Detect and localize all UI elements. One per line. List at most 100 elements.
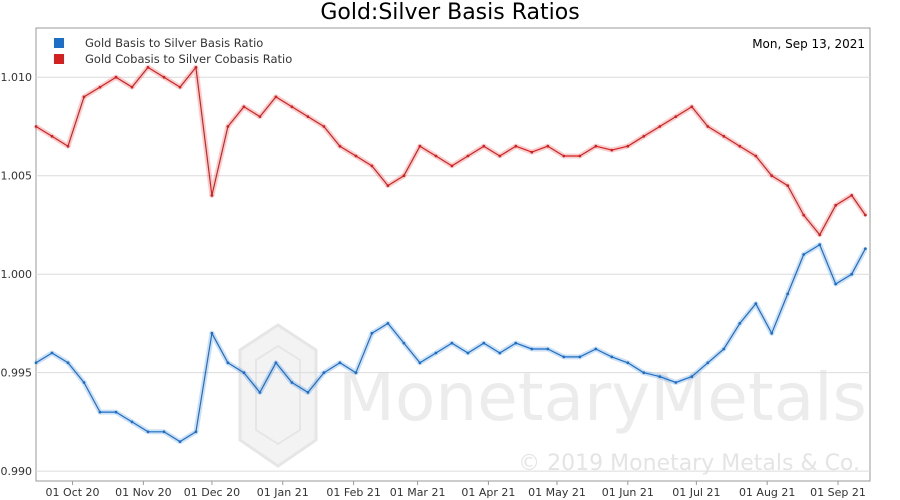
legend-label-basis: Gold Basis to Silver Basis Ratio	[85, 36, 263, 50]
data-point	[290, 105, 294, 109]
data-point	[610, 148, 614, 152]
x-tick-label: 01 May 21	[528, 486, 586, 499]
data-point	[770, 331, 774, 335]
data-point	[82, 381, 86, 384]
x-tick-label: 01 Dec 20	[184, 486, 240, 499]
data-point	[834, 282, 838, 286]
data-point	[258, 115, 262, 118]
legend: Gold Basis to Silver Basis Ratio Gold Co…	[54, 36, 292, 66]
y-tick-label: 0.995	[1, 367, 33, 380]
data-point	[754, 154, 758, 158]
data-point	[418, 144, 422, 148]
data-point	[658, 375, 662, 378]
data-point	[562, 154, 566, 158]
data-point	[98, 410, 102, 414]
data-point	[34, 361, 38, 365]
data-point	[34, 125, 38, 128]
data-point	[562, 355, 566, 359]
data-point	[66, 144, 70, 148]
data-point	[370, 164, 374, 168]
data-point	[386, 184, 390, 188]
data-point	[402, 174, 406, 178]
data-point	[114, 410, 118, 414]
data-point	[434, 154, 438, 158]
x-tick-label: 01 Apr 21	[461, 486, 515, 499]
data-point	[530, 347, 534, 351]
plot-area	[35, 27, 871, 482]
x-tick-label: 01 Jul 21	[672, 486, 720, 499]
y-tick-label: 1.000	[1, 268, 33, 281]
data-point	[178, 440, 182, 443]
data-point	[864, 213, 867, 217]
x-tick-label: 01 Jun 21	[602, 486, 654, 499]
data-point	[642, 134, 646, 138]
data-point	[594, 347, 598, 351]
chart-title: Gold:Silver Basis Ratios	[320, 0, 579, 25]
data-point	[114, 75, 118, 79]
y-tick-label: 0.990	[1, 465, 33, 478]
data-point	[786, 292, 790, 296]
grid	[36, 76, 870, 472]
data-point	[370, 331, 374, 335]
data-point	[66, 361, 70, 365]
x-tick-label: 01 Mar 21	[390, 486, 446, 499]
data-point	[514, 144, 518, 148]
data-point	[626, 361, 630, 365]
y-tick-label: 1.005	[1, 170, 33, 183]
date-label: Mon, Sep 13, 2021	[752, 37, 865, 51]
data-point	[722, 347, 726, 351]
data-point	[850, 272, 854, 276]
data-point	[706, 361, 710, 365]
data-point	[738, 144, 742, 148]
data-point	[450, 341, 454, 345]
data-point	[338, 144, 342, 148]
data-point	[226, 125, 230, 128]
data-point	[290, 381, 294, 384]
data-point	[626, 144, 630, 148]
data-point	[338, 361, 342, 365]
data-point	[210, 194, 214, 197]
data-point	[354, 371, 358, 375]
data-point	[130, 85, 134, 89]
legend-swatch-basis	[54, 38, 64, 48]
data-point	[194, 430, 198, 434]
data-point	[738, 322, 742, 325]
data-point	[642, 371, 646, 375]
data-point	[802, 253, 806, 256]
data-point	[658, 125, 662, 128]
data-point	[850, 194, 854, 197]
data-point	[466, 351, 470, 355]
y-tick-label: 1.010	[1, 71, 33, 84]
data-point	[434, 351, 438, 355]
data-point	[82, 95, 86, 99]
x-axis: 01 Oct 20 01 Nov 20 01 Dec 20 01 Jan 21 01 F…	[46, 481, 866, 499]
y-axis: 0.990 0.995 1.000 1.005 1.010	[1, 71, 33, 478]
x-tick-label: 01 Oct 20	[46, 486, 100, 499]
data-point	[594, 144, 598, 148]
data-point	[306, 115, 310, 118]
data-point	[274, 95, 278, 99]
data-point	[258, 391, 262, 394]
data-point	[386, 322, 390, 325]
x-tick-label: 01 Nov 20	[115, 486, 171, 499]
data-point	[306, 391, 310, 394]
data-point	[770, 174, 774, 178]
data-point	[706, 125, 710, 128]
data-point	[50, 351, 54, 355]
data-point	[754, 302, 758, 306]
data-point	[194, 66, 198, 69]
x-tick-label: 01 Feb 21	[326, 486, 380, 499]
data-point	[690, 375, 694, 378]
data-point	[578, 355, 582, 359]
data-point	[146, 430, 150, 434]
data-point	[786, 184, 790, 188]
data-point	[98, 85, 102, 89]
data-point	[674, 115, 678, 118]
data-point	[162, 75, 166, 79]
data-point	[498, 351, 502, 355]
data-point	[146, 66, 150, 69]
legend-swatch-cobasis	[54, 54, 64, 64]
data-point	[530, 150, 534, 154]
data-point	[466, 154, 470, 158]
